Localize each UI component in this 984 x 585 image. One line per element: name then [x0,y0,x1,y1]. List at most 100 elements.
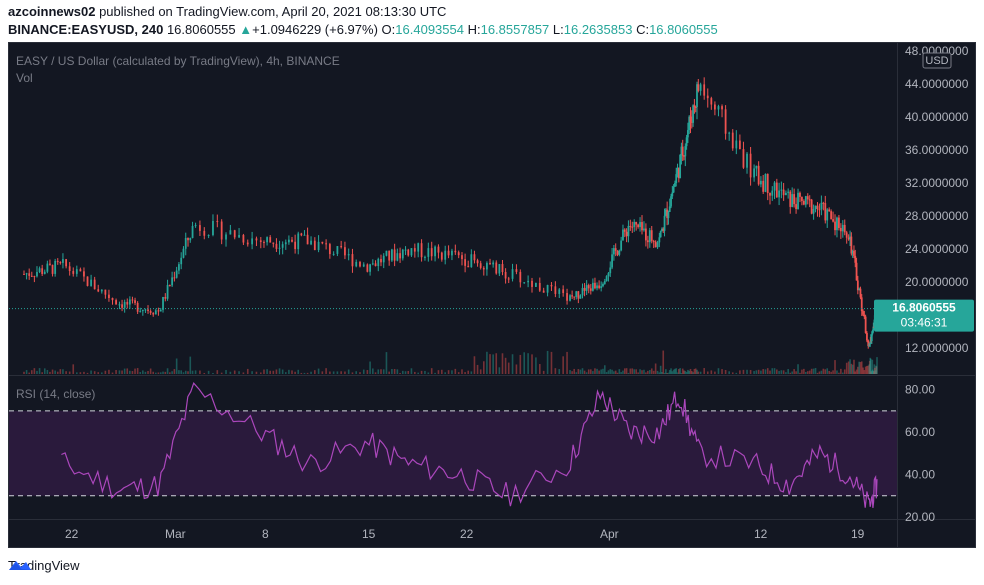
volume-bar [728,371,730,374]
candle-body [434,246,436,257]
candle-body [822,202,825,204]
candle-body [681,146,684,156]
tradingview-footer[interactable]: TradingView [8,558,80,573]
volume-bar [854,371,857,374]
candle-body [717,106,720,110]
volume-bar [41,372,43,374]
candle-body [28,273,31,276]
candle-body [93,279,96,290]
volume-bar [199,370,201,374]
candle-body [614,248,617,251]
chart-area[interactable]: EASY / US Dollar (calculated by TradingV… [8,42,976,548]
volume-bar [355,371,358,374]
volume-bar [859,362,862,374]
volume-bar [464,372,466,374]
candle-body [385,250,388,256]
candle-body [605,276,608,281]
volume-bar [635,369,637,374]
candle-body [871,330,874,332]
volume-bar [451,370,453,374]
volume-bar [281,369,284,374]
candle-body [328,244,331,255]
volume-bar [447,370,450,374]
candle-body [703,84,706,96]
volume-bar [550,351,553,374]
candle-body [824,203,827,221]
candle-body [804,196,807,205]
volume-bar [616,372,619,374]
candle-body [828,209,831,212]
price-chart-svg[interactable]: EASY / US Dollar (calculated by TradingV… [9,43,976,548]
volume-bar [366,370,369,374]
volume-bar [847,361,850,374]
volume-bar [687,369,689,374]
candle-body [820,202,823,210]
currency-badge[interactable] [922,52,952,69]
rsi-axis[interactable]: 80.00 60.00 40.00 20.00 [905,383,935,524]
volume-bar [136,368,139,374]
volume-bar [126,368,129,374]
candle-body [49,263,51,265]
volume-bar [260,372,262,374]
volume-bar [399,372,401,374]
volume-bar [351,372,354,374]
volume-bar [810,368,813,374]
candle-body [692,105,695,123]
candle-body [380,258,382,263]
candle-body [97,289,100,292]
volume-bar [641,370,643,374]
volume-bar [607,370,610,374]
volume-bar [830,371,832,374]
candle-body [180,257,183,265]
volume-bar [681,368,684,374]
candle-body [194,225,197,227]
volume-bar [123,368,126,374]
candle-body [802,200,805,205]
author-name[interactable]: azcoinnews02 [8,4,96,19]
candle-body [666,209,669,219]
volume-bar [336,371,339,374]
candle-body [43,271,46,274]
volume-bar [876,357,878,374]
candle-body [476,260,479,264]
volume-bar [623,368,626,374]
candle-body [407,249,410,256]
symbol-label[interactable]: BINANCE:EASYUSD, 240 [8,22,164,37]
candle-body [284,242,287,245]
candle-body [486,263,488,270]
candle-body [622,229,624,241]
time-tick-label: 12 [754,527,768,541]
candle-body [611,254,613,268]
candle-body [836,217,838,231]
candle-body [676,167,679,175]
volume-bar [504,357,507,374]
volume-bar [843,369,846,374]
volume-bar [826,368,829,374]
volume-bar [269,370,272,374]
candle-body [68,266,71,272]
volume-bar [43,368,46,374]
volume-bar [871,370,873,374]
candle-body [531,280,533,287]
volume-bar [118,370,121,374]
chart-legend-title: EASY / US Dollar (calculated by TradingV… [16,54,340,68]
candle-body [374,263,377,267]
volume-bar [703,368,705,374]
volume-bar [297,369,300,374]
candle-body [855,262,858,281]
volume-bar [693,368,696,374]
candle-body [853,250,855,256]
volume-bar [129,370,131,374]
volume-bar [795,371,797,374]
volume-bar [476,364,479,374]
candle-body [603,280,606,284]
price-axis[interactable]: 48.0000000 44.0000000 40.0000000 36.0000000… [905,44,969,355]
volume-bar [68,371,71,374]
time-axis[interactable]: 22 Mar 8 15 22 Apr 12 19 [65,527,865,541]
candle-body [680,146,683,155]
candle-body [766,173,769,193]
volume-bar [874,367,876,374]
last-price-label: 16.8060555 [892,301,956,315]
volume-bar [808,370,811,374]
candle-body [111,297,114,301]
